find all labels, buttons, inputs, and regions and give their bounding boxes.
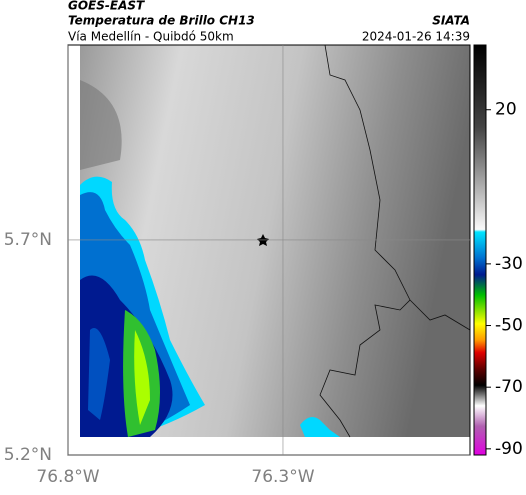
colorbar-tick-label: -50 bbox=[495, 316, 523, 336]
x-tick-label: 76.3°W bbox=[251, 467, 314, 487]
source: SIATA bbox=[432, 14, 470, 28]
satellite: GOES-EAST bbox=[68, 0, 145, 13]
axes: 76.8°W 76.3°W 5.2°N 5.7°N 20 -30 -50 -70 -90 bbox=[4, 45, 523, 487]
subtitle: Vía Medellín - Quibdó 50km bbox=[68, 30, 234, 44]
colorbar-tick-label: -70 bbox=[495, 377, 523, 397]
x-tick-label: 76.8°W bbox=[36, 467, 99, 487]
colorbar bbox=[473, 44, 487, 456]
y-tick-label: 5.2°N bbox=[4, 445, 52, 465]
colorbar-tick-label: -30 bbox=[495, 254, 523, 274]
datetime: 2024-01-26 14:39 bbox=[362, 30, 470, 44]
title: Temperatura de Brillo CH13 bbox=[68, 14, 255, 28]
y-tick-label: 5.7°N bbox=[4, 230, 52, 250]
colorbar-tick-label: 20 bbox=[495, 100, 517, 120]
colorbar-tick-label: -90 bbox=[495, 439, 523, 459]
imagery bbox=[80, 44, 471, 438]
